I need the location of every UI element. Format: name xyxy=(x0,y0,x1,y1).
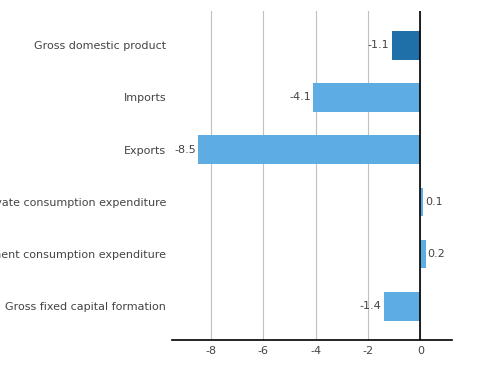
Text: -8.5: -8.5 xyxy=(174,145,196,155)
Bar xyxy=(420,240,426,268)
Bar xyxy=(383,292,420,321)
Bar xyxy=(391,31,420,60)
Bar xyxy=(313,83,420,112)
Bar xyxy=(198,135,420,164)
Text: 0.1: 0.1 xyxy=(425,197,443,207)
Text: -4.1: -4.1 xyxy=(289,93,311,102)
Text: 0.2: 0.2 xyxy=(428,249,445,259)
Text: -1.4: -1.4 xyxy=(360,301,382,311)
Text: -1.1: -1.1 xyxy=(368,40,389,50)
Bar xyxy=(420,187,423,216)
